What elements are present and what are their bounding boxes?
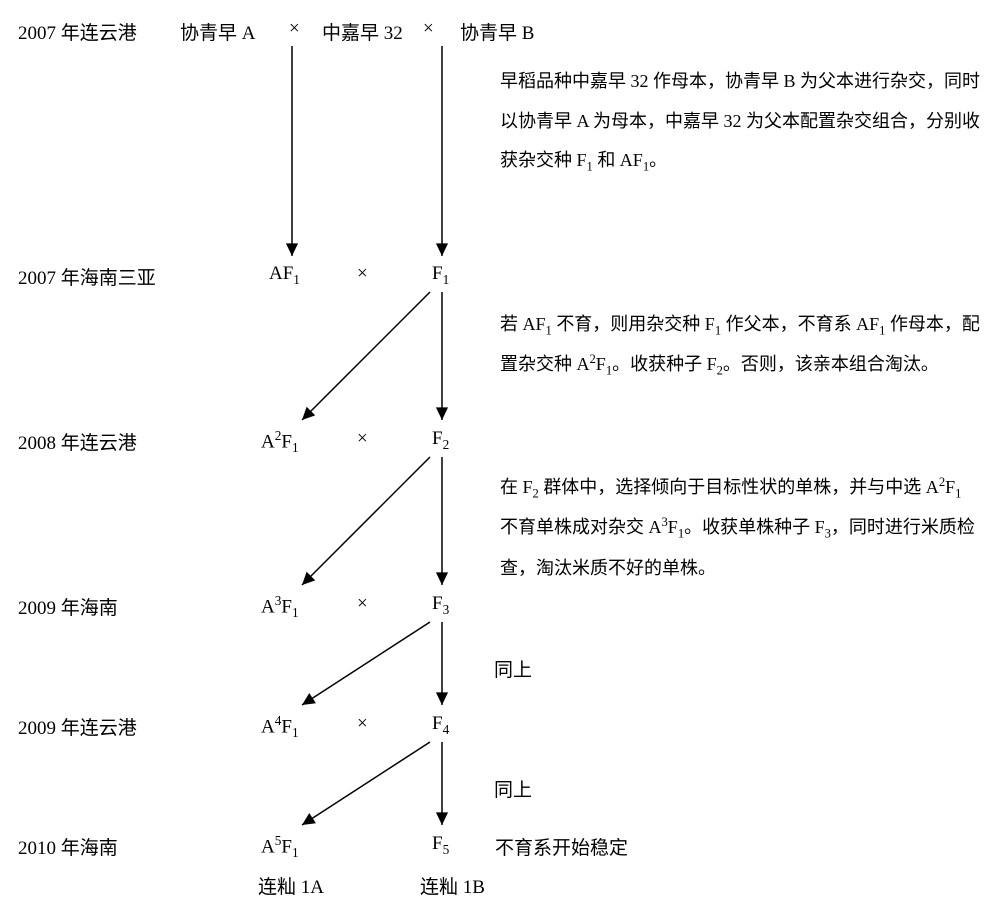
arrow-5 (426, 441, 458, 601)
description-0: 早稻品种中嘉早 32 作母本，协青早 B 为父本进行杂交，同时以协青早 A 为母… (500, 62, 980, 181)
label-10: 2008 年连云港 (18, 428, 137, 455)
arrow-3 (426, 276, 458, 436)
label-26: 连籼 1B (420, 872, 485, 899)
label-28: 同上 (494, 655, 532, 682)
arrow-2 (286, 276, 446, 436)
label-3: 中嘉早 32 (322, 18, 403, 45)
breeding-flowchart: 2007 年连云港协青早 A×中嘉早 32×协青早 B2007 年海南三亚AF1… (0, 0, 1000, 908)
label-0: 2007 年连云港 (18, 18, 137, 45)
arrow-6 (286, 606, 446, 721)
arrow-4 (286, 441, 446, 601)
label-22: 2010 年海南 (18, 833, 118, 860)
arrow-9 (426, 726, 458, 841)
arrow-7 (426, 606, 458, 721)
label-5: 协青早 B (460, 18, 534, 45)
label-27: 不育系开始稳定 (495, 833, 628, 860)
label-25: 连籼 1A (258, 872, 324, 899)
description-2: 在 F2 群体中，选择倾向于目标性状的单株，并与中选 A2F1 不育单株成对杂交… (500, 468, 980, 588)
label-18: 2009 年连云港 (18, 713, 137, 740)
label-6: 2007 年海南三亚 (18, 263, 156, 290)
label-29: 同上 (494, 775, 532, 802)
label-1: 协青早 A (180, 18, 255, 45)
arrow-1 (426, 30, 458, 272)
arrow-0 (276, 30, 308, 272)
label-14: 2009 年海南 (18, 593, 118, 620)
arrow-8 (286, 726, 446, 841)
description-1: 若 AF1 不育，则用杂交种 F1 作父本，不育系 AF1 作母本，配置杂交种 … (500, 305, 980, 386)
